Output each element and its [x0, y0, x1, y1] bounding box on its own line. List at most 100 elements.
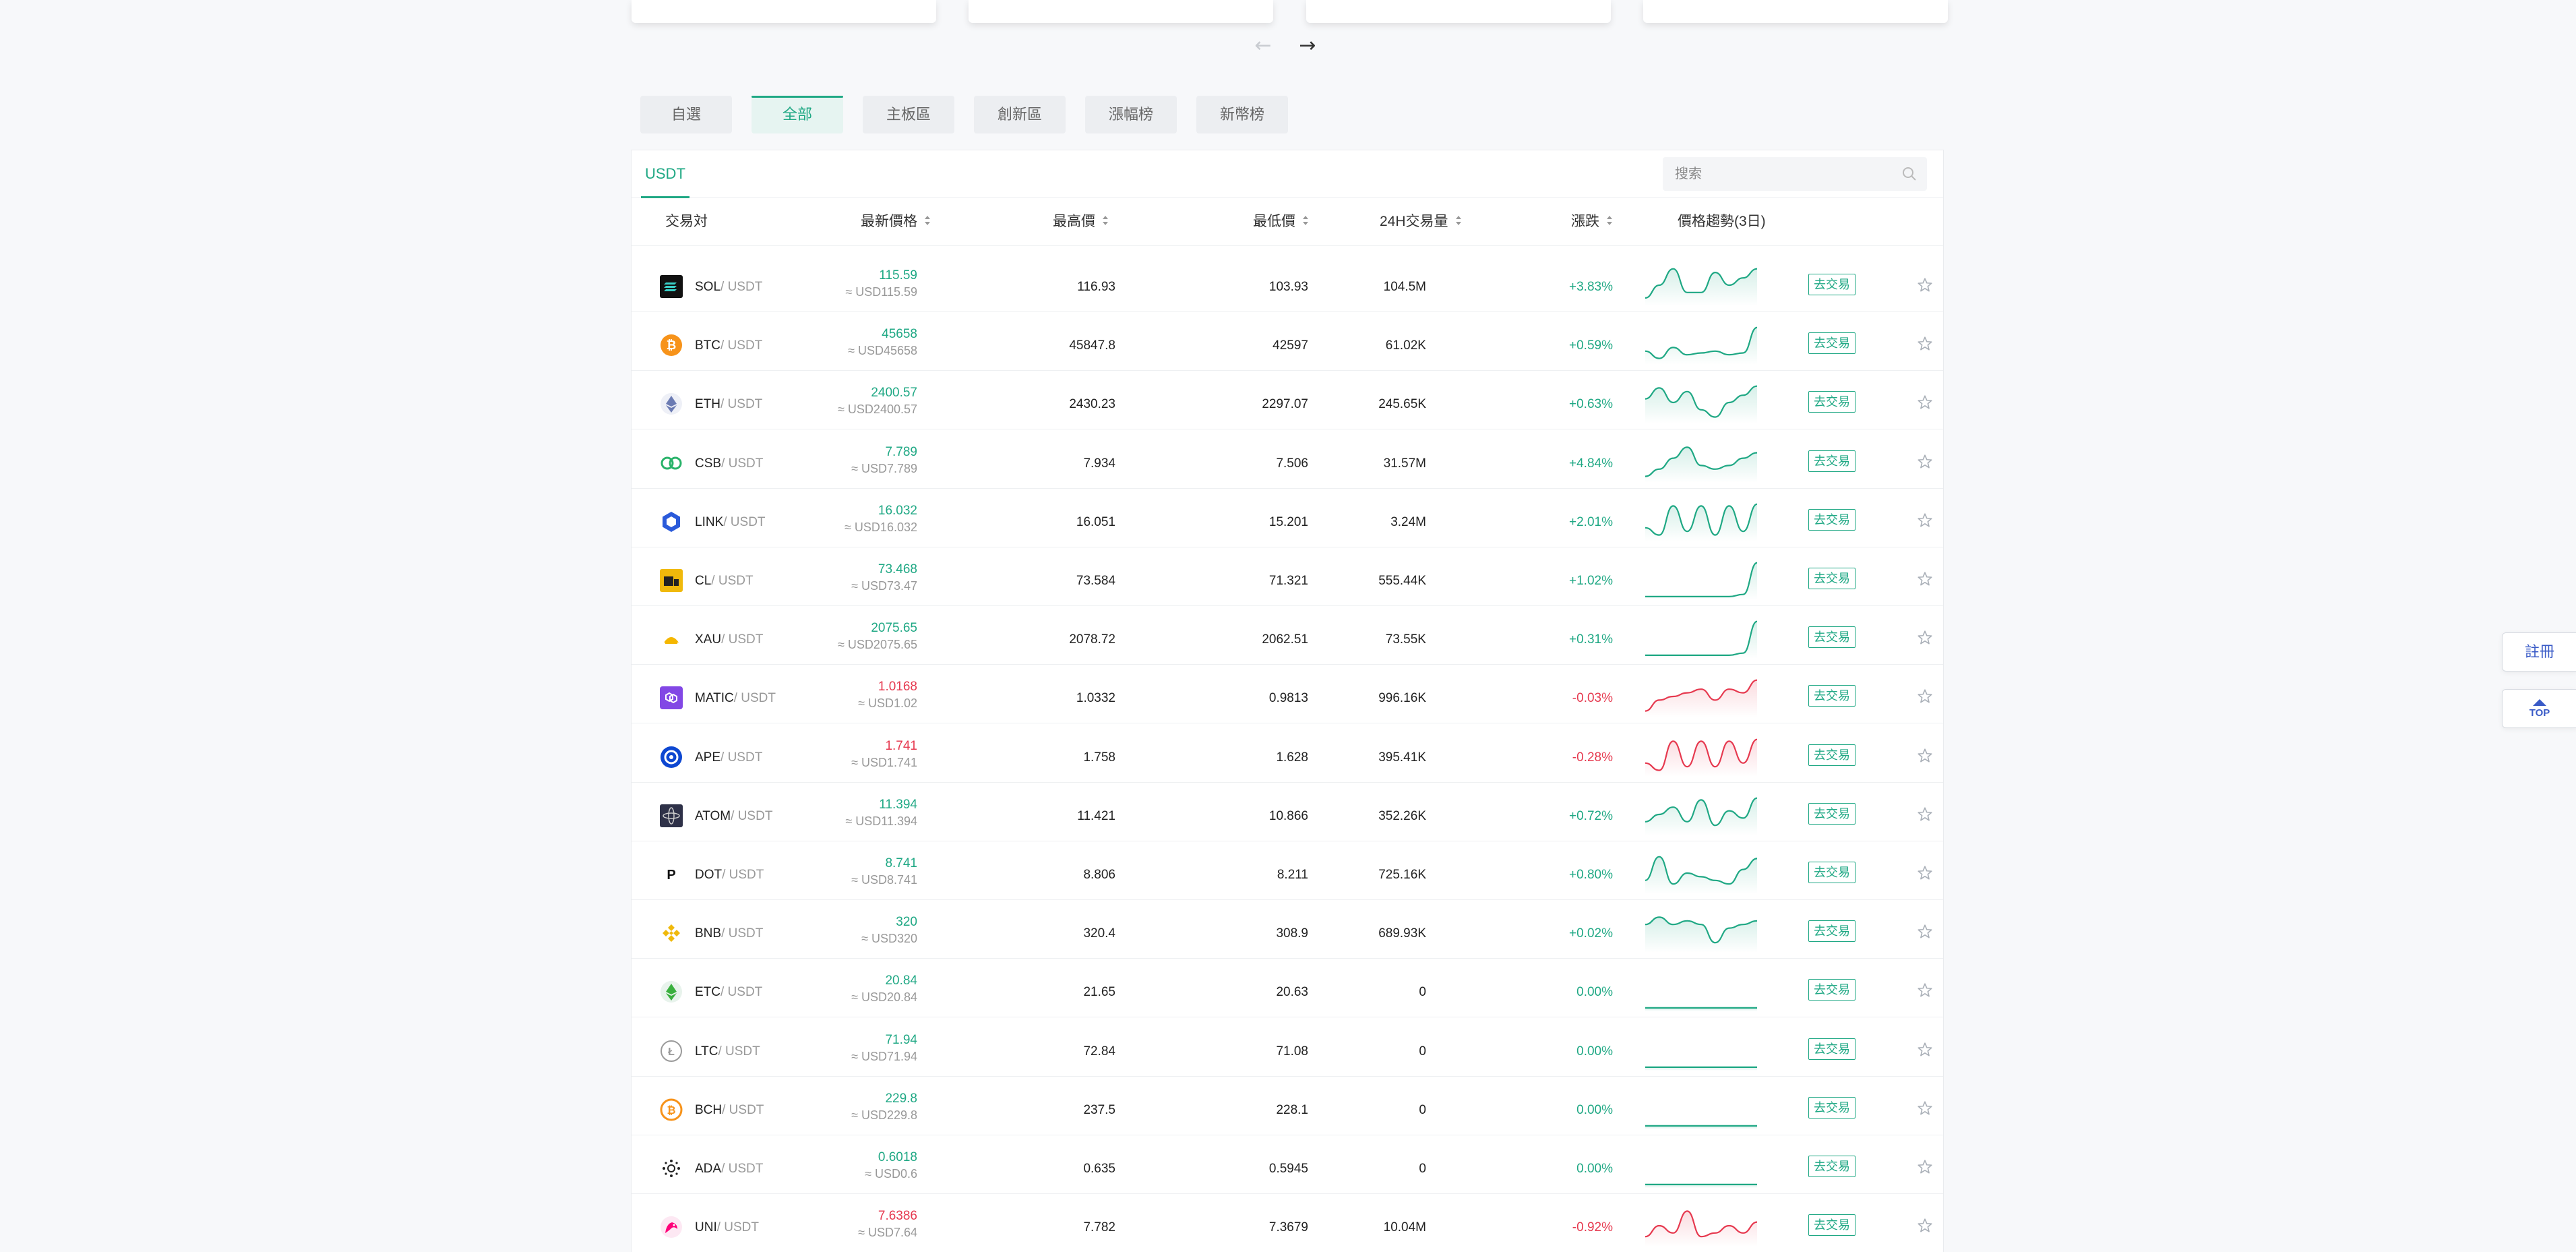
pair-quote: / USDT	[721, 926, 764, 941]
pair-name[interactable]: XAU/ USDT	[695, 632, 763, 648]
banner-card[interactable]	[632, 0, 936, 23]
tab-favorites[interactable]: 自選	[640, 96, 732, 133]
last-price: 20.84 ≈ USD20.84	[851, 974, 917, 1005]
table-row[interactable]: ₿ BCH/ USDT 229.8 ≈ USD229.8 237.5 228.1 0 0.00…	[632, 1077, 1943, 1135]
arrow-left-icon[interactable]: ←	[1254, 34, 1272, 57]
favorite-star-icon[interactable]	[1916, 394, 1934, 411]
table-row[interactable]: ADA/ USDT 0.6018 ≈ USD0.6 0.635 0.5945 0 0.00%…	[632, 1135, 1943, 1194]
favorite-star-icon[interactable]	[1916, 453, 1934, 471]
trade-button[interactable]: 去交易	[1808, 274, 1856, 295]
col-last-price[interactable]: 最新價格	[861, 198, 931, 246]
table-row[interactable]: ATOM/ USDT 11.394 ≈ USD11.394 11.421 10.866 3…	[632, 783, 1943, 841]
col-change[interactable]: 漲跌	[1571, 198, 1613, 246]
pair-name[interactable]: CL/ USDT	[695, 573, 754, 589]
trade-button[interactable]: 去交易	[1808, 744, 1856, 766]
banner-card[interactable]	[1306, 0, 1611, 23]
favorite-star-icon[interactable]	[1916, 276, 1934, 294]
table-row[interactable]: BNB/ USDT 320 ≈ USD320 320.4 308.9 689.93K +0.…	[632, 900, 1943, 959]
trade-button[interactable]: 去交易	[1808, 508, 1856, 531]
quote-currency-tabs: USDT	[632, 150, 1943, 198]
favorite-star-icon[interactable]	[1916, 1041, 1934, 1059]
trade-button[interactable]: 去交易	[1808, 685, 1856, 707]
table-row[interactable]: CL/ USDT 73.468 ≈ USD73.47 73.584 71.321 555.…	[632, 547, 1943, 606]
table-row[interactable]: UNI/ USDT 7.6386 ≈ USD7.64 7.782 7.3679 10.04…	[632, 1194, 1943, 1252]
tab-gainers[interactable]: 漲幅榜	[1085, 96, 1177, 133]
banner-card[interactable]	[969, 0, 1273, 23]
favorite-star-icon[interactable]	[1916, 864, 1934, 882]
trade-button[interactable]: 去交易	[1808, 391, 1856, 413]
price-usd: ≈ USD0.6	[865, 1167, 917, 1181]
pair-name[interactable]: ETC/ USDT	[695, 984, 762, 1001]
favorite-star-icon[interactable]	[1916, 1217, 1934, 1234]
pair-name[interactable]: BNB/ USDT	[695, 926, 763, 942]
table-row[interactable]: ₿ BTC/ USDT 45658 ≈ USD45658 45847.8 42597 61.…	[632, 312, 1943, 371]
trade-button[interactable]: 去交易	[1808, 979, 1856, 1001]
table-row[interactable]: ETH/ USDT 2400.57 ≈ USD2400.57 2430.23 2297.…	[632, 371, 1943, 430]
table-row[interactable]: MATIC/ USDT 1.0168 ≈ USD1.02 1.0332 0.9813 99…	[632, 665, 1943, 724]
pair-name[interactable]: ADA/ USDT	[695, 1161, 763, 1177]
pair-name[interactable]: LTC/ USDT	[695, 1044, 760, 1060]
favorite-star-icon[interactable]	[1916, 688, 1934, 705]
back-to-top-button[interactable]: TOP	[2502, 689, 2576, 728]
pair-name[interactable]: UNI/ USDT	[695, 1220, 759, 1236]
favorite-star-icon[interactable]	[1916, 806, 1934, 823]
pair-name[interactable]: BCH/ USDT	[695, 1102, 764, 1119]
tab-main-board[interactable]: 主板區	[863, 96, 954, 133]
pair-name[interactable]: MATIC/ USDT	[695, 690, 776, 707]
favorite-star-icon[interactable]	[1916, 923, 1934, 941]
tab-innovation[interactable]: 創新區	[974, 96, 1066, 133]
table-row[interactable]: CSB/ USDT 7.789 ≈ USD7.789 7.934 7.506 31.57M…	[632, 430, 1943, 489]
trade-button[interactable]: 去交易	[1808, 1214, 1856, 1236]
pair-name[interactable]: ETH/ USDT	[695, 396, 762, 413]
trade-button[interactable]: 去交易	[1808, 862, 1856, 883]
col-low[interactable]: 最低價	[1253, 198, 1309, 246]
pair-base: UNI	[695, 1220, 717, 1235]
table-row[interactable]: APE/ USDT 1.741 ≈ USD1.741 1.758 1.628 395.41…	[632, 724, 1943, 783]
favorite-star-icon[interactable]	[1916, 1100, 1934, 1117]
trade-button[interactable]: 去交易	[1808, 1096, 1856, 1119]
trade-button[interactable]: 去交易	[1808, 626, 1856, 649]
sparkline-line	[1645, 385, 1757, 419]
sort-icon	[925, 216, 930, 226]
search-input[interactable]	[1663, 157, 1927, 191]
favorite-star-icon[interactable]	[1916, 1158, 1934, 1176]
pair-name[interactable]: BTC/ USDT	[695, 338, 762, 354]
col-high[interactable]: 最高價	[1053, 198, 1109, 246]
trade-button[interactable]: 去交易	[1808, 1038, 1856, 1060]
banner-card[interactable]	[1643, 0, 1948, 23]
pair-name[interactable]: LINK/ USDT	[695, 514, 766, 531]
table-row[interactable]: LINK/ USDT 16.032 ≈ USD16.032 16.051 15.201 3…	[632, 489, 1943, 547]
search-icon[interactable]	[1901, 166, 1918, 182]
favorite-star-icon[interactable]	[1916, 570, 1934, 588]
table-row[interactable]: Ł LTC/ USDT 71.94 ≈ USD71.94 72.84 71.08 0 0.00…	[632, 1018, 1943, 1077]
pair-name[interactable]: APE/ USDT	[695, 750, 762, 766]
trade-button[interactable]: 去交易	[1808, 332, 1856, 355]
col-volume[interactable]: 24H交易量	[1380, 198, 1462, 246]
arrow-right-icon[interactable]: →	[1299, 34, 1316, 57]
low-price: 308.9	[1276, 926, 1308, 941]
trade-button[interactable]: 去交易	[1808, 920, 1856, 943]
favorite-star-icon[interactable]	[1916, 629, 1934, 647]
price-change: 0.00%	[1576, 1102, 1613, 1117]
table-row[interactable]: P DOT/ USDT 8.741 ≈ USD8.741 8.806 8.211 725.1…	[632, 841, 1943, 900]
tab-usdt[interactable]: USDT	[641, 150, 689, 198]
favorite-star-icon[interactable]	[1916, 982, 1934, 999]
trade-button[interactable]: 去交易	[1808, 1156, 1856, 1177]
pair-name[interactable]: CSB/ USDT	[695, 456, 763, 472]
favorite-star-icon[interactable]	[1916, 335, 1934, 353]
favorite-star-icon[interactable]	[1916, 512, 1934, 529]
pair-name[interactable]: ATOM/ USDT	[695, 808, 772, 825]
table-row[interactable]: SOL/ USDT 115.59 ≈ USD115.59 116.93 103.93 10…	[632, 254, 1943, 312]
trade-button[interactable]: 去交易	[1808, 568, 1856, 589]
trade-button[interactable]: 去交易	[1808, 802, 1856, 825]
sparkline-area	[1645, 1184, 1757, 1188]
trade-button[interactable]: 去交易	[1808, 450, 1856, 472]
pair-name[interactable]: DOT/ USDT	[695, 867, 764, 883]
register-button[interactable]: 註冊	[2502, 632, 2576, 672]
table-row[interactable]: ETC/ USDT 20.84 ≈ USD20.84 21.65 20.63 0 0.00%…	[632, 959, 1943, 1018]
table-row[interactable]: XAU/ USDT 2075.65 ≈ USD2075.65 2078.72 2062.…	[632, 606, 1943, 665]
tab-all[interactable]: 全部	[752, 96, 843, 133]
favorite-star-icon[interactable]	[1916, 747, 1934, 765]
tab-new-coins[interactable]: 新幣榜	[1196, 96, 1288, 133]
pair-name[interactable]: SOL/ USDT	[695, 279, 762, 295]
